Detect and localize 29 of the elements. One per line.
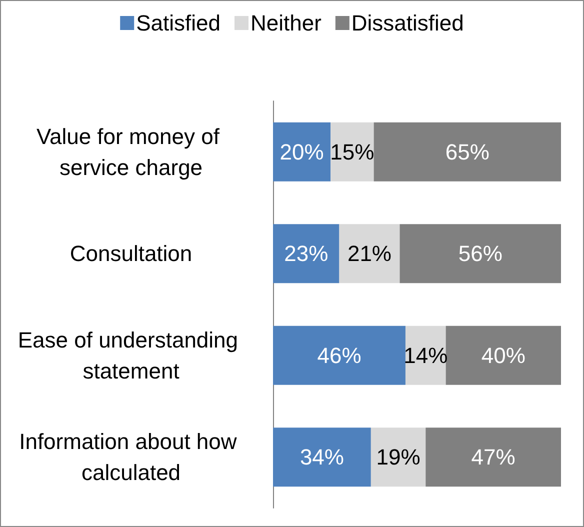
data-label: 56% [458, 241, 502, 266]
bar [273, 224, 340, 284]
bar [273, 326, 406, 385]
data-label: 47% [471, 444, 516, 470]
data-label: 20% [280, 139, 324, 164]
bar [374, 122, 561, 182]
y-tick-label: Ease of understanding statement [18, 327, 244, 384]
bar [273, 428, 371, 487]
bar [273, 122, 331, 182]
data-label: 23% [284, 241, 328, 266]
bar [339, 224, 400, 284]
data-label: 65% [445, 139, 490, 164]
bar [330, 122, 374, 182]
data-label: 21% [347, 241, 392, 266]
bar [370, 428, 426, 487]
y-tick-label: Value for money of service charge [36, 124, 226, 180]
data-label: 46% [317, 342, 362, 368]
legend-label: Dissatisfied [351, 10, 464, 36]
data-label: 19% [376, 444, 420, 470]
data-label: 15% [330, 139, 374, 164]
bar [400, 224, 561, 284]
data-label: 40% [481, 342, 526, 368]
legend-label: Satisfied [136, 10, 220, 36]
data-label: 34% [300, 444, 344, 470]
y-tick-label: Consultation [70, 241, 192, 266]
legend-label: Neither [250, 10, 322, 36]
y-tick-label: Information about how calculated [19, 429, 243, 486]
bar [446, 326, 561, 385]
bar [426, 428, 561, 487]
